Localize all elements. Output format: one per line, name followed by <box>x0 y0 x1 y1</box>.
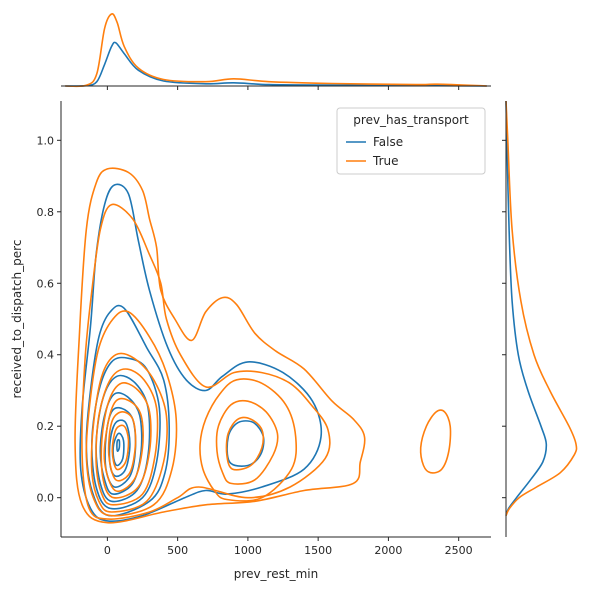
marginal-y-false <box>505 100 548 516</box>
contour-true-3 <box>90 352 168 513</box>
axes: 0 500 1000 1500 2000 2500 0.0 0.2 0.4 0.6 0.8 1.0 <box>37 85 507 557</box>
contour-true-5 <box>100 382 152 499</box>
joint-contour-plot <box>74 167 452 524</box>
x-tick-label: 500 <box>167 544 188 557</box>
contour-true-0 <box>74 167 366 524</box>
top-marginal-density <box>65 13 487 88</box>
x-tick-label: 1000 <box>234 544 262 557</box>
contour-true-4 <box>95 368 159 506</box>
contour-true-11 <box>225 416 265 471</box>
x-tick-label: 1500 <box>304 544 332 557</box>
y-tick-label: 0.4 <box>37 349 55 362</box>
y-tick-label: 0.2 <box>37 420 55 433</box>
y-tick-label: 0.6 <box>37 277 55 290</box>
legend-label-false: False <box>373 135 403 149</box>
right-marginal-density <box>505 100 578 516</box>
legend-title: prev_has_transport <box>353 113 469 127</box>
x-tick-label: 0 <box>104 544 111 557</box>
contour-true-6 <box>103 397 144 492</box>
x-axis-label: prev_rest_min <box>234 567 318 581</box>
marginal-x-true <box>65 13 487 88</box>
marginal-x-false <box>65 41 487 87</box>
marginal-y-true <box>505 100 578 516</box>
y-tick-label: 0.8 <box>37 206 55 219</box>
contour-true-12 <box>419 409 452 474</box>
x-tick-label: 2000 <box>374 544 402 557</box>
contour-true-2 <box>85 310 178 517</box>
contour-true-9 <box>199 378 298 502</box>
y-tick-label: 0.0 <box>37 492 55 505</box>
contour-false-0 <box>79 183 323 522</box>
y-axis-label: received_to_dispatch_perc <box>10 240 24 399</box>
legend: prev_has_transport False True <box>336 107 486 175</box>
contour-true-10 <box>215 399 279 485</box>
legend-label-true: True <box>372 154 399 168</box>
contour-true-8 <box>111 424 130 471</box>
x-tick-label: 2500 <box>445 544 473 557</box>
legend-frame <box>336 107 486 175</box>
contour-false-8 <box>116 438 121 453</box>
contour-true-7 <box>107 411 137 482</box>
contour-true-1 <box>81 203 331 520</box>
y-tick-label: 1.0 <box>37 134 55 147</box>
contour-false-9 <box>226 420 265 467</box>
